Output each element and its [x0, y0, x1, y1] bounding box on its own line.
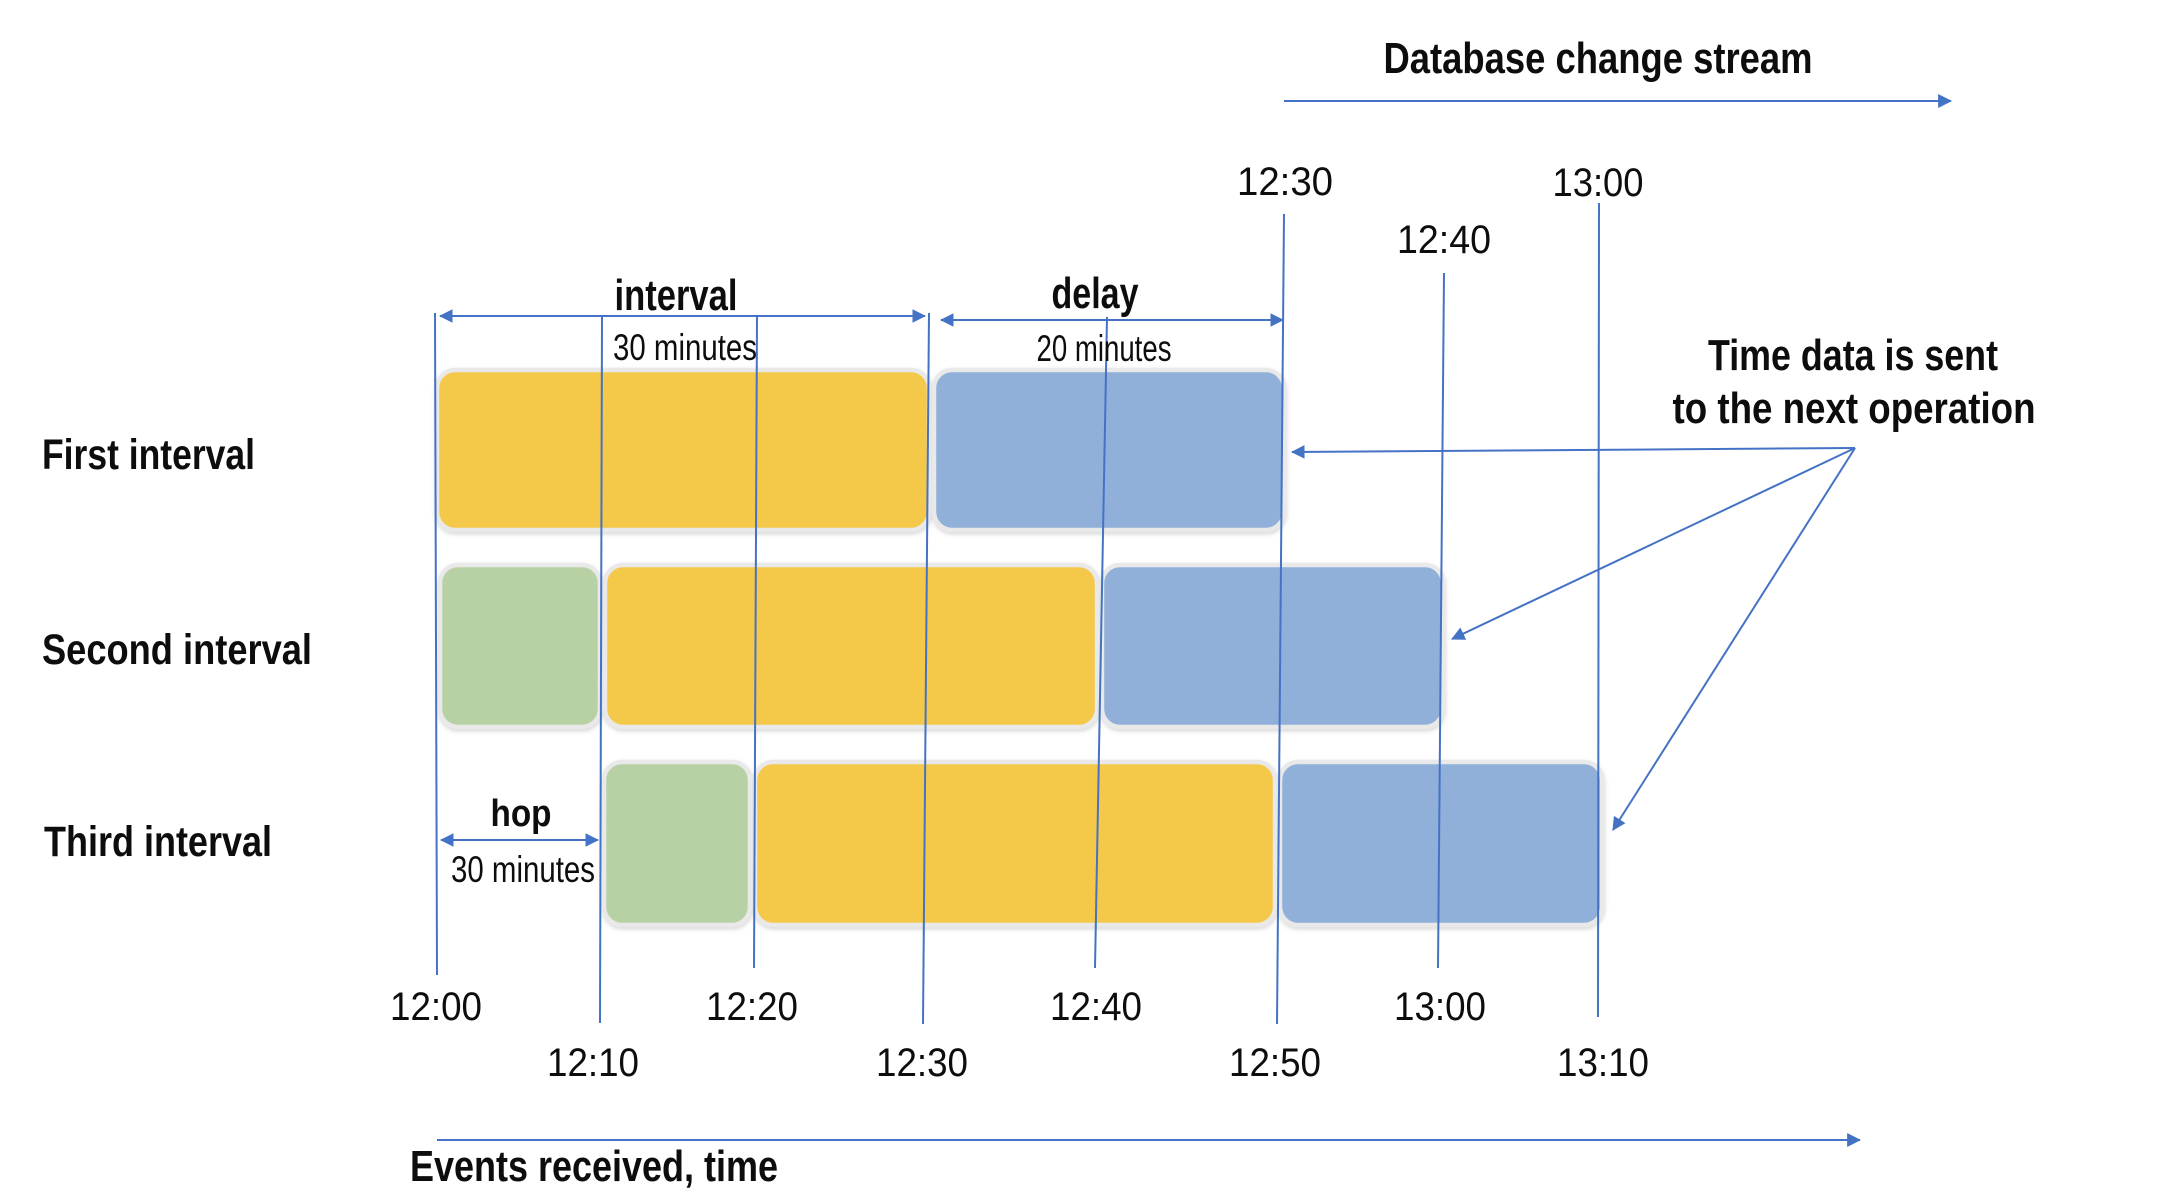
- svg-text:interval: interval: [615, 271, 738, 320]
- svg-text:delay: delay: [1052, 269, 1139, 318]
- svg-text:First interval: First interval: [42, 431, 255, 479]
- svg-text:13:00: 13:00: [1553, 161, 1644, 205]
- svg-text:30 minutes: 30 minutes: [613, 327, 757, 368]
- svg-text:12:40: 12:40: [1050, 985, 1142, 1029]
- svg-text:20 minutes: 20 minutes: [1037, 328, 1172, 369]
- svg-text:Events received, time: Events received, time: [410, 1142, 778, 1191]
- svg-text:13:00: 13:00: [1394, 985, 1486, 1029]
- svg-text:hop: hop: [491, 793, 552, 835]
- svg-text:13:10: 13:10: [1557, 1041, 1649, 1085]
- svg-text:to the next operation: to the next operation: [1673, 384, 2036, 433]
- svg-text:Third interval: Third interval: [44, 818, 272, 866]
- svg-text:12:00: 12:00: [390, 985, 482, 1029]
- svg-text:12:50: 12:50: [1229, 1041, 1321, 1085]
- svg-text:30 minutes: 30 minutes: [451, 849, 595, 890]
- svg-text:12:30: 12:30: [1237, 160, 1333, 204]
- svg-text:12:40: 12:40: [1397, 218, 1491, 262]
- svg-text:Database change stream: Database change stream: [1384, 34, 1813, 83]
- svg-text:Second interval: Second interval: [42, 626, 312, 674]
- svg-text:12:10: 12:10: [547, 1041, 639, 1085]
- svg-text:12:30: 12:30: [876, 1041, 968, 1085]
- svg-text:12:20: 12:20: [706, 985, 798, 1029]
- svg-text:Time data is sent: Time data is sent: [1708, 331, 1998, 380]
